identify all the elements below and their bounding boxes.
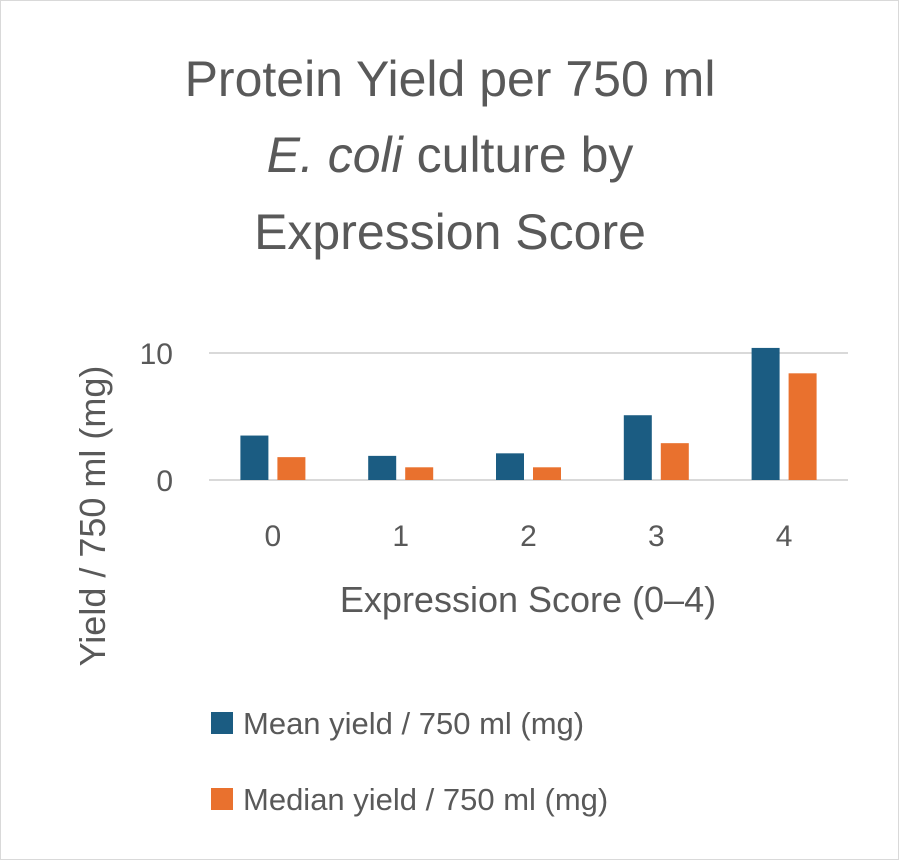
chart-title-line: E. coli culture by bbox=[267, 127, 634, 183]
bar-mean bbox=[368, 455, 397, 480]
y-axis-title: Yield / 750 ml (mg) bbox=[72, 366, 113, 667]
y-axis-ticks: 0 10 bbox=[140, 338, 173, 498]
x-tick-label: 0 bbox=[265, 520, 282, 553]
bar-median bbox=[405, 467, 434, 480]
y-tick-label: 0 bbox=[156, 465, 173, 498]
chart-title-segment: culture by bbox=[403, 127, 634, 183]
x-tick-label: 2 bbox=[520, 520, 537, 553]
bar-median bbox=[277, 457, 306, 480]
bar-median bbox=[533, 467, 561, 480]
bar-median bbox=[660, 443, 689, 480]
legend-label: Median yield / 750 ml (mg) bbox=[243, 782, 608, 817]
legend: Mean yield / 750 ml (mg) Median yield / 7… bbox=[211, 706, 608, 817]
bar-mean bbox=[496, 453, 524, 480]
x-tick-label: 3 bbox=[648, 520, 665, 553]
chart-title-segment: Protein Yield per 750 ml bbox=[185, 51, 716, 107]
x-axis-ticks: 0 1 2 3 4 bbox=[265, 520, 793, 553]
legend-swatch bbox=[211, 788, 233, 810]
chart-title-segment: E. coli bbox=[267, 127, 405, 183]
chart-title: Protein Yield per 750 ml E. coli culture … bbox=[185, 51, 716, 260]
gridlines bbox=[209, 352, 848, 481]
x-tick-label: 1 bbox=[392, 520, 409, 553]
legend-label: Mean yield / 750 ml (mg) bbox=[243, 706, 584, 741]
bar-mean bbox=[751, 347, 780, 480]
legend-swatch bbox=[211, 712, 233, 734]
bar-median bbox=[788, 373, 817, 480]
chart-title-line: Expression Score bbox=[254, 204, 646, 260]
bar-mean bbox=[623, 415, 652, 480]
chart-title-segment: Expression Score bbox=[254, 204, 646, 260]
bars bbox=[240, 347, 817, 480]
y-tick-label: 10 bbox=[140, 338, 173, 371]
x-axis-title: Expression Score (0–4) bbox=[340, 579, 716, 620]
x-tick-label: 4 bbox=[776, 520, 793, 553]
chart-title-line: Protein Yield per 750 ml bbox=[185, 51, 716, 107]
bar-mean bbox=[240, 435, 269, 480]
